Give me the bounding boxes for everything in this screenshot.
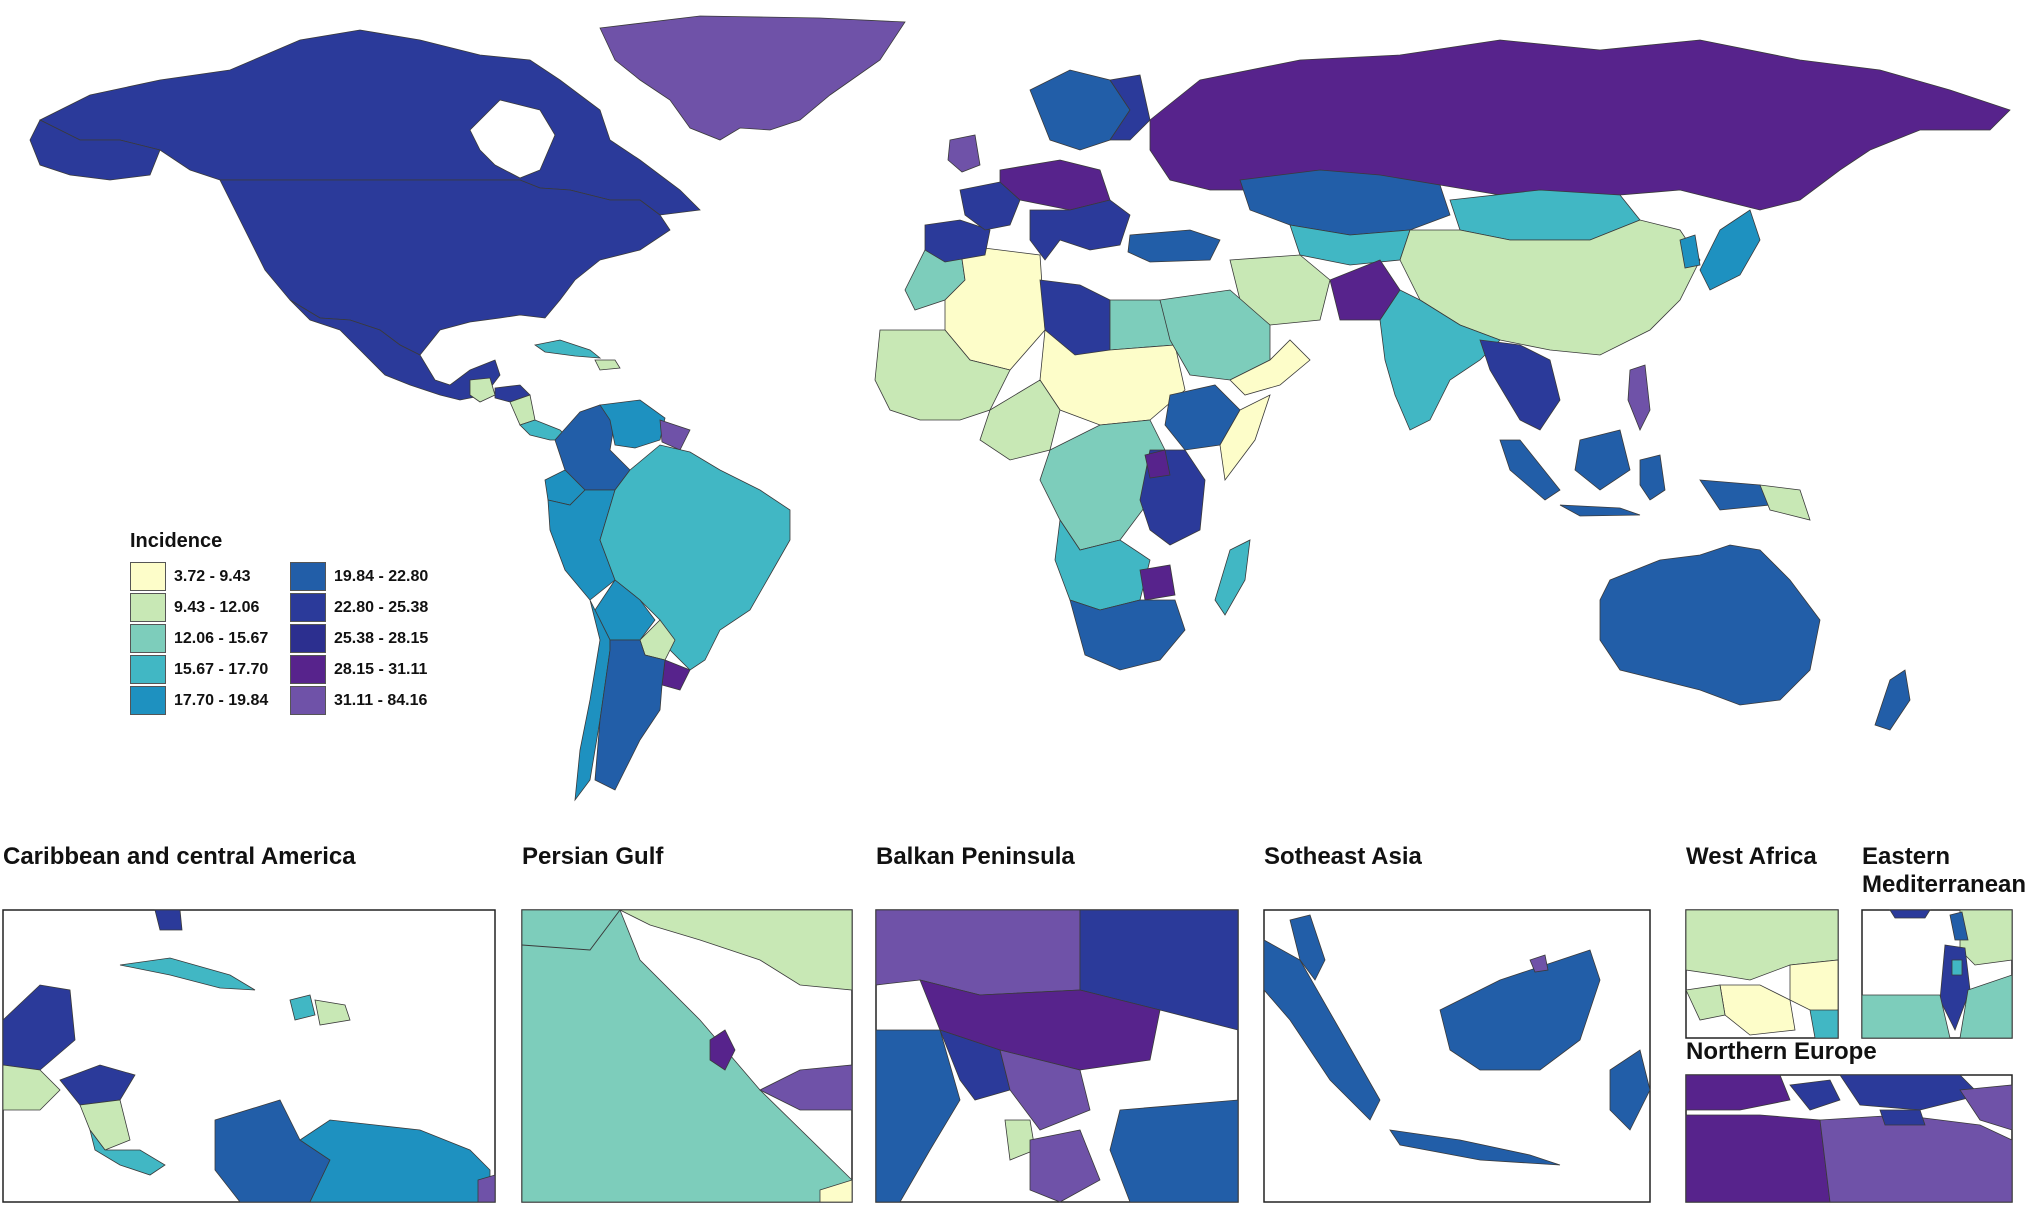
inset-east-med [1861,909,2013,1039]
legend-swatch [290,624,326,653]
legend-entries: 3.72 - 9.43 9.43 - 12.06 12.06 - 15.67 1… [130,561,450,747]
legend-label: 28.15 - 31.11 [334,660,428,678]
legend-item: 31.11 - 84.16 [290,685,450,716]
india [1379,289,1501,431]
legend-swatch [290,562,326,591]
legend-label: 19.84 - 22.80 [334,567,429,585]
legend-item: 15.67 - 17.70 [130,654,290,685]
inset-persian-gulf [521,909,853,1203]
sumatra [1499,439,1561,501]
hispaniola [594,359,621,371]
inset-north-europe [1685,1074,2013,1203]
zimbabwe [1139,564,1176,601]
italy-balkans [1029,199,1131,261]
legend-label: 25.38 - 28.15 [334,629,429,647]
borneo [1574,429,1631,491]
myanmar-thailand [1479,339,1561,431]
legend-swatch [290,593,326,622]
kazakhstan [1239,169,1451,236]
western-africa-green [874,329,1011,421]
legend-swatch [130,593,166,622]
legend-swatch [290,655,326,684]
hudson-bay [469,99,556,179]
main-map [29,15,2011,802]
inset-caribbean [2,909,496,1203]
yemen-oman [1229,339,1311,396]
inset-title-persian-gulf: Persian Gulf [522,843,664,870]
papua-new-guinea [1759,484,1811,521]
legend-item: 22.80 - 25.38 [290,592,450,623]
legend-item: 19.84 - 22.80 [290,561,450,592]
legend-item: 25.38 - 28.15 [290,623,450,654]
legend-swatch [130,562,166,591]
central-africa [1039,419,1166,551]
legend-label: 12.06 - 15.67 [174,629,269,647]
inset-balkan [875,909,1239,1203]
inset-title-east-med: Eastern Mediterranean [1862,843,2027,898]
legend-item: 28.15 - 31.11 [290,654,450,685]
java [1559,504,1641,517]
somalia [1219,394,1271,482]
legend-label: 22.80 - 25.38 [334,598,429,616]
greenland [599,15,906,141]
inset-title-west-africa: West Africa [1686,843,1817,870]
legend-label: 15.67 - 17.70 [174,660,269,678]
legend-item: 3.72 - 9.43 [130,561,290,592]
australia [1599,544,1821,706]
venezuela [599,399,666,449]
inset-title-se-asia: Sotheast Asia [1264,843,1422,870]
philippines [1627,364,1651,431]
alaska [29,119,161,181]
uganda-kenya [1144,449,1171,479]
iberia [924,219,991,263]
mexico [289,299,501,401]
madagascar [1214,539,1251,616]
legend-item: 17.70 - 19.84 [130,685,290,716]
legend-item [130,716,290,747]
map-legend: Incidence 3.72 - 9.43 9.43 - 12.06 12.06… [130,530,450,747]
uk [947,134,981,173]
new-zealand [1874,669,1911,731]
legend-swatch [290,686,326,715]
inset-west-africa [1685,909,1839,1039]
legend-swatch [130,655,166,684]
usa [219,179,671,356]
southern-africa [1069,599,1186,671]
legend-label: 31.11 - 84.16 [334,691,428,709]
legend-label: 9.43 - 12.06 [174,598,260,616]
guyana [659,419,691,451]
legend-title: Incidence [130,530,223,552]
legend-label: 3.72 - 9.43 [174,567,251,585]
cuba [534,339,602,359]
legend-item: 12.06 - 15.67 [130,623,290,654]
inset-title-caribbean: Caribbean and central America [3,843,356,870]
korea [1679,234,1701,269]
legend-swatch [130,686,166,715]
inset-title-balkan: Balkan Peninsula [876,843,1075,870]
legend-swatch [130,624,166,653]
legend-label: 17.70 - 19.84 [174,691,269,709]
inset-title-north-europe: Northern Europe [1686,1038,1877,1065]
japan [1699,209,1761,291]
sulawesi-etc [1639,454,1666,501]
argentina [594,639,666,791]
papua [1699,479,1771,511]
legend-item: 9.43 - 12.06 [130,592,290,623]
finland [1109,74,1151,141]
turkey [1127,229,1221,263]
guatemala [469,377,496,403]
inset-se-asia [1263,909,1651,1203]
